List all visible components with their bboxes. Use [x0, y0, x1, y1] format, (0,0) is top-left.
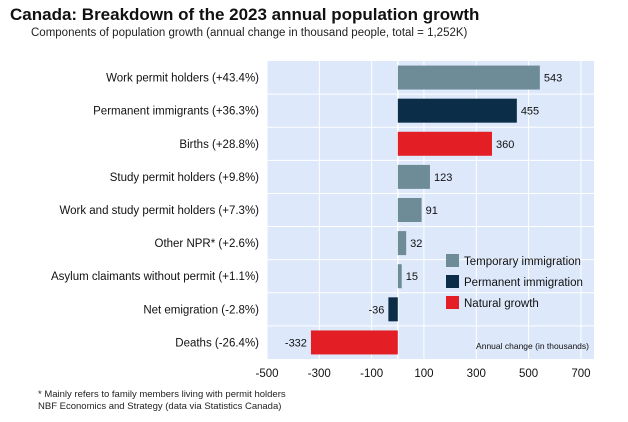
- bar-permanent-immigrants-36-3: [397, 98, 517, 123]
- chart-title: Canada: Breakdown of the 2023 annual pop…: [10, 5, 480, 24]
- category-label-work-permit-holders-43-4: Work permit holders (+43.4%): [106, 73, 259, 85]
- category-label-deaths-26-4: Deaths (-26.4%): [175, 337, 259, 349]
- x-tick-label-5: 500: [519, 368, 538, 380]
- bar-net-emigration-2-8: [388, 297, 398, 322]
- category-label-asylum-claimants-without-permit-1-1: Asylum claimants without permit (+1.1%): [51, 271, 259, 283]
- bar-births-28-8: [397, 131, 492, 156]
- bar-asylum-claimants-without-permit-1-1: [397, 264, 402, 289]
- value-label-permanent-immigrants-36-3: 455: [521, 106, 539, 118]
- category-label-study-permit-holders-9-8: Study permit holders (+9.8%): [110, 172, 259, 184]
- value-label-deaths-26-4: -332: [285, 337, 307, 349]
- footnote-source: NBF Economics and Strategy (data via Sta…: [38, 401, 282, 412]
- legend-label-natural-growth: Natural growth: [464, 298, 539, 310]
- value-label-study-permit-holders-9-8: 123: [434, 172, 452, 184]
- category-label-work-and-study-permit-holders-7-3: Work and study permit holders (+7.3%): [59, 205, 259, 217]
- legend-label-permanent-immigration: Permanent immigration: [464, 277, 583, 289]
- legend-label-temporary-immigration: Temporary immigration: [464, 256, 581, 268]
- category-label-net-emigration-2-8: Net emigration (-2.8%): [143, 304, 259, 316]
- value-label-work-permit-holders-43-4: 543: [544, 73, 562, 85]
- x-tick-label-3: 100: [414, 368, 433, 380]
- category-label-births-28-8: Births (+28.8%): [179, 139, 259, 151]
- bar-work-permit-holders-43-4: [397, 65, 540, 90]
- legend-swatch-temporary-immigration: [446, 254, 459, 267]
- chart-subtitle: Components of population growth (annual …: [31, 27, 468, 39]
- value-label-net-emigration-2-8: -36: [368, 304, 384, 316]
- category-label-permanent-immigrants-36-3: Permanent immigrants (+36.3%): [93, 106, 259, 118]
- value-label-births-28-8: 360: [496, 139, 514, 151]
- value-label-other-npr-2-6: 32: [410, 238, 422, 250]
- x-axis-label: Annual change (in thousands): [476, 341, 589, 351]
- legend-swatch-permanent-immigration: [446, 275, 459, 288]
- bar-deaths-26-4: [310, 330, 398, 355]
- bar-work-and-study-permit-holders-7-3: [397, 198, 422, 222]
- footnote-npr: * Mainly refers to family members living…: [38, 389, 286, 400]
- x-tick-label-2: -100: [360, 368, 383, 380]
- legend-swatch-natural-growth: [446, 296, 459, 309]
- bar-other-npr-2-6: [397, 231, 407, 256]
- x-tick-label-6: 700: [571, 368, 590, 380]
- x-tick-label-4: 300: [467, 368, 486, 380]
- x-tick-label-0: -500: [255, 368, 278, 380]
- value-label-work-and-study-permit-holders-7-3: 91: [426, 205, 438, 217]
- bar-study-permit-holders-9-8: [397, 164, 430, 189]
- value-label-asylum-claimants-without-permit-1-1: 15: [406, 271, 418, 283]
- category-label-other-npr-2-6: Other NPR* (+2.6%): [155, 238, 260, 250]
- x-tick-label-1: -300: [308, 368, 331, 380]
